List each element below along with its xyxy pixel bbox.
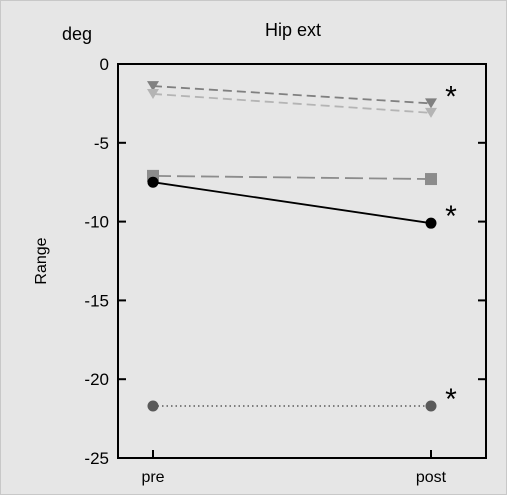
series-5-point — [425, 400, 437, 412]
series-4: * — [147, 176, 457, 233]
series-1-line — [152, 85, 432, 105]
series-3-line — [152, 174, 432, 180]
series-2-point — [425, 107, 437, 118]
plot-frame — [117, 63, 487, 459]
y-tick-label: -25 — [84, 449, 109, 468]
series-1-point — [147, 81, 159, 92]
series-4-point — [425, 217, 437, 229]
y-tick-label: -20 — [84, 370, 109, 389]
unit-label: deg — [62, 24, 92, 44]
significance-marker: * — [445, 383, 457, 416]
y-axis-label: Range — [33, 237, 50, 284]
axes: 0 -5 -10 -15 -20 -25 pre post — [84, 55, 487, 486]
series-5-point — [147, 400, 159, 412]
y-tick-label: -5 — [94, 134, 109, 153]
chart-title: Hip ext — [265, 20, 321, 40]
series-1: * — [147, 80, 457, 113]
significance-marker: * — [445, 80, 457, 113]
x-tick-label: post — [416, 469, 447, 486]
series-1-point — [425, 98, 437, 109]
series-4-point — [147, 176, 159, 188]
series-3 — [147, 169, 437, 186]
series-2-point — [147, 88, 159, 99]
y-tick-label: -15 — [84, 291, 109, 310]
x-tick-label: pre — [141, 469, 164, 486]
series-group: * * * — [147, 80, 457, 416]
y-tick-label: -10 — [84, 213, 109, 232]
series-2-line — [152, 93, 432, 114]
series-5: * — [147, 383, 457, 416]
y-tick-label: 0 — [100, 55, 109, 74]
series-4-line — [152, 181, 432, 225]
significance-marker: * — [445, 200, 457, 233]
series-2 — [147, 88, 437, 118]
series-3-point — [425, 173, 437, 186]
